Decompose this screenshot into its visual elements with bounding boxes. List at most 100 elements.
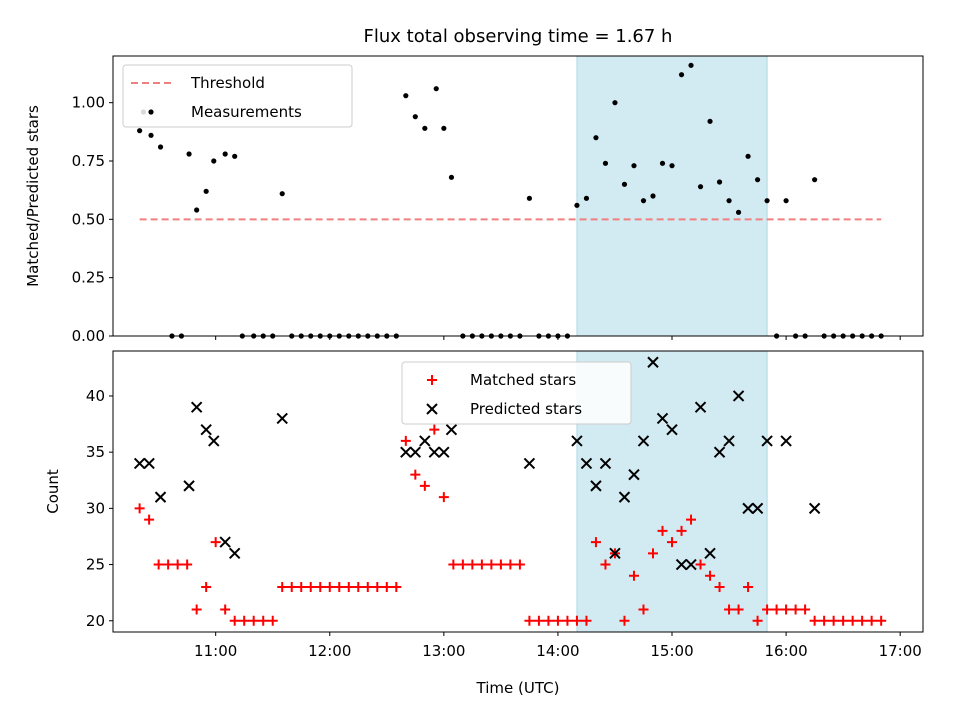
data-point	[667, 537, 678, 548]
data-point	[726, 198, 732, 204]
data-point	[220, 604, 231, 615]
series-predicted-stars	[133, 356, 821, 571]
data-point	[619, 615, 630, 626]
data-point	[486, 559, 497, 570]
legend-label: Measurements	[191, 103, 302, 121]
data-point	[857, 615, 868, 626]
data-point	[203, 188, 209, 194]
x-tick-label: 16:00	[764, 642, 807, 660]
chart-title: Flux total observing time = 1.67 h	[364, 26, 673, 47]
data-point	[448, 559, 459, 570]
data-point	[745, 153, 751, 159]
data-point	[580, 457, 593, 470]
highlight-span	[576, 55, 768, 337]
data-point	[182, 559, 193, 570]
data-point	[581, 615, 592, 626]
data-point	[186, 151, 192, 157]
x-tick-label: 15:00	[650, 642, 693, 660]
data-point	[441, 125, 447, 131]
data-point	[409, 446, 422, 458]
legend-label: Predicted stars	[470, 400, 582, 418]
legend-label: Threshold	[190, 74, 265, 92]
data-point	[276, 412, 288, 425]
data-point	[422, 125, 428, 131]
data-point	[707, 118, 713, 124]
data-point	[433, 86, 439, 92]
data-point	[403, 93, 409, 99]
data-point	[742, 502, 754, 515]
data-point	[695, 559, 706, 570]
ratio-panel: 0.00 0.25 0.50 0.75 1.00 Flux total observing…	[24, 26, 924, 345]
data-point	[514, 559, 525, 570]
data-point	[733, 604, 744, 615]
data-point	[657, 525, 668, 536]
x-tick-label: 13:00	[422, 642, 465, 660]
data-point	[228, 547, 241, 560]
x-axis-label: Time (UTC)	[476, 679, 560, 697]
y-tick-label: 0.25	[72, 269, 105, 287]
data-point	[656, 412, 669, 425]
data-point	[277, 582, 288, 593]
data-point	[495, 559, 506, 570]
legend-marker-predicted	[426, 403, 438, 415]
data-point	[410, 469, 421, 480]
x-tick-label: 11:00	[194, 642, 237, 660]
data-point	[724, 604, 735, 615]
y-tick-label: 25	[86, 556, 105, 574]
data-point	[211, 158, 217, 164]
data-point	[438, 446, 450, 458]
data-point	[183, 480, 195, 492]
data-point	[876, 615, 887, 626]
data-point	[685, 558, 697, 571]
data-point	[157, 144, 164, 150]
data-point	[334, 582, 345, 593]
data-point	[562, 615, 573, 626]
data-point	[200, 423, 212, 436]
data-point	[133, 457, 146, 470]
data-point	[751, 502, 764, 515]
legend: Matched stars Predicted stars	[401, 361, 632, 425]
y-tick-label: 35	[86, 443, 105, 461]
data-point	[678, 72, 685, 78]
data-point	[732, 390, 745, 402]
data-point	[866, 615, 877, 626]
data-point	[467, 559, 478, 570]
y-axis-label: Matched/Predicted stars	[24, 105, 42, 287]
data-point	[524, 615, 535, 626]
y-tick-label: 1.00	[72, 94, 105, 112]
data-point	[800, 604, 811, 615]
data-point	[669, 163, 675, 169]
data-point	[790, 604, 801, 615]
data-point	[429, 424, 440, 435]
data-point	[675, 558, 688, 571]
data-point	[647, 356, 659, 368]
data-point	[602, 160, 609, 166]
data-point	[735, 209, 742, 215]
data-point	[621, 181, 628, 187]
data-point	[571, 615, 582, 626]
data-point	[305, 582, 316, 593]
data-point	[543, 615, 554, 626]
data-point	[847, 615, 858, 626]
data-point	[229, 615, 240, 626]
axes-frame	[112, 55, 924, 337]
data-point	[400, 435, 411, 446]
data-point	[324, 582, 335, 593]
data-point	[600, 559, 611, 570]
data-point	[609, 547, 621, 560]
data-point	[631, 163, 637, 169]
data-point	[694, 401, 707, 413]
y-tick-label: 0.00	[72, 327, 105, 345]
data-point	[628, 468, 640, 481]
data-point	[296, 582, 307, 593]
data-point	[419, 435, 431, 447]
y-tick-label: 30	[86, 499, 105, 517]
x-tick-label: 17:00	[879, 642, 922, 660]
data-point	[761, 435, 773, 447]
data-point	[419, 480, 430, 491]
data-point	[637, 435, 650, 447]
y-tick-label: 0.50	[72, 210, 105, 228]
data-point	[612, 100, 618, 106]
y-tick-label: 40	[86, 387, 105, 405]
data-point	[628, 570, 639, 581]
